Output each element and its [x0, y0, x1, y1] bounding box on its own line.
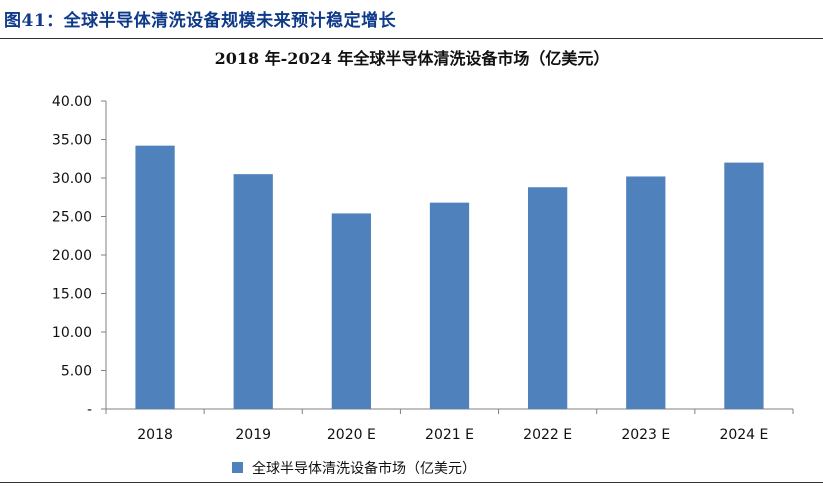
x-tick-label: 2021 E	[425, 427, 474, 443]
x-tick-label: 2022 E	[523, 427, 572, 443]
figure-header: 图41：全球半导体清洗设备规模未来预计稳定增长	[0, 6, 823, 34]
chart-title: 2018 年-2024 年全球半导体清洗设备市场（亿美元）	[215, 49, 610, 68]
y-tick-label: 35.00	[52, 133, 92, 149]
y-tick-label: 10.00	[52, 325, 92, 341]
y-tick-label: 40.00	[52, 94, 92, 110]
figure-caption: 图41：全球半导体清洗设备规模未来预计稳定增长	[4, 11, 397, 31]
x-tick-label: 2019	[235, 427, 271, 443]
x-tick-label: 2018	[137, 427, 173, 443]
x-tick-label: 2023 E	[621, 427, 670, 443]
bar	[626, 176, 666, 409]
y-tick-label: 5.00	[61, 364, 92, 380]
y-tick-label: 15.00	[52, 287, 92, 303]
bar	[135, 145, 175, 409]
bar	[429, 202, 470, 409]
x-tick-label: 2024 E	[719, 427, 768, 443]
bottom-rule	[0, 482, 823, 483]
y-tick-label: 25.00	[52, 210, 92, 226]
y-tick-label: 30.00	[52, 171, 92, 187]
bar	[233, 174, 273, 409]
top-rule	[0, 38, 823, 39]
y-tick-label: -	[87, 402, 92, 418]
bar	[724, 162, 764, 409]
y-tick-label: 20.00	[52, 248, 92, 264]
legend-swatch	[232, 462, 243, 473]
bar	[528, 187, 568, 409]
x-tick-label: 2020 E	[327, 427, 376, 443]
plot-area: - 5.00 10.00 15.00 20.00 25.00 30.00 35.00 40.00…	[52, 94, 794, 443]
legend: 全球半导体清洗设备市场（亿美元）	[232, 460, 476, 477]
bar	[331, 213, 371, 409]
legend-label: 全球半导体清洗设备市场（亿美元）	[252, 460, 476, 477]
